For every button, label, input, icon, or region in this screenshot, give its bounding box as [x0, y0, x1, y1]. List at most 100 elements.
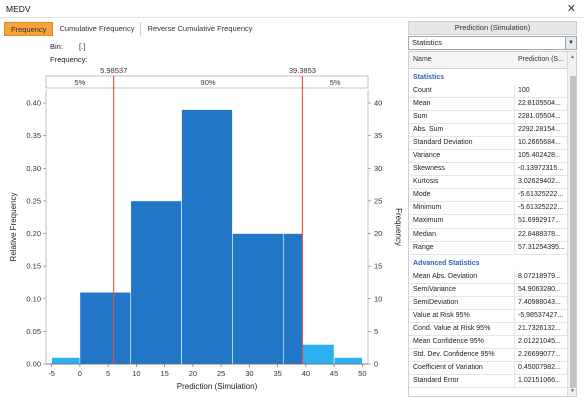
column-name[interactable]: Name — [413, 56, 432, 63]
table-row[interactable]: Standard Error 1.02151066... — [409, 374, 567, 389]
column-divider — [514, 215, 515, 228]
stat-value: 1.02151066... — [518, 376, 561, 384]
section-title: Advanced Statistics — [413, 259, 480, 267]
table-row[interactable]: Range 57.31254395... — [409, 241, 567, 255]
table-row[interactable]: Std. Dev. Confidence 95% 2.26699077... — [409, 348, 567, 362]
stat-name: Maximum — [413, 217, 444, 225]
marker-lines — [113, 76, 303, 364]
column-divider — [514, 374, 515, 388]
y-tick-label: 0.40 — [26, 99, 41, 108]
marker-value-right: 39.3853 — [289, 66, 316, 75]
column-divider — [514, 335, 515, 348]
grid-rows: Statistics Count 100 Mean 22.8105504... Sum 22… — [409, 69, 567, 389]
table-row[interactable]: SemiDeviation 7.40988043... — [409, 296, 567, 310]
column-divider — [514, 241, 515, 254]
stat-value: 8.07218979... — [518, 272, 561, 280]
scroll-down-icon[interactable]: ▼ — [570, 388, 575, 394]
stat-value: 3.02629402... — [518, 178, 561, 186]
stat-value: 51.6992917... — [518, 217, 561, 225]
stat-value: 7.40988043... — [518, 298, 561, 306]
tab-cumulative-frequency[interactable]: Cumulative Frequency — [53, 22, 142, 36]
stat-name: Kurtosis — [413, 178, 439, 186]
section-header: Advanced Statistics — [409, 255, 567, 271]
x-tick-label: -5 — [48, 369, 55, 378]
table-row[interactable]: Standard Deviation 10.2665684... — [409, 137, 567, 151]
table-row[interactable]: SemiVariance 54.9063280... — [409, 283, 567, 297]
stat-value: -5.61325222... — [518, 204, 564, 212]
x-tick-label: 20 — [189, 369, 197, 378]
x-tick-label: 10 — [132, 369, 140, 378]
histogram-bar — [79, 291, 115, 365]
stat-name: Coefficient of Variation — [413, 363, 483, 371]
column-divider — [514, 361, 515, 374]
column-divider — [514, 228, 515, 241]
stat-value: -0.13972315... — [518, 165, 564, 173]
stat-name: Std. Dev. Confidence 95% — [413, 350, 495, 358]
y-tick-label: 0.10 — [26, 294, 41, 303]
y-tick-label: 0.25 — [26, 196, 41, 205]
chart-tabs: Frequency Cumulative Frequency Reverse C… — [4, 22, 259, 36]
stat-name: Cond. Value at Risk 95% — [413, 324, 491, 332]
x-tick-label: 45 — [330, 369, 338, 378]
x-tick-label: 5 — [106, 369, 110, 378]
bin-row: Bin: [.] — [50, 42, 85, 51]
tab-reverse-cumulative-frequency[interactable]: Reverse Cumulative Frequency — [147, 24, 253, 33]
column-divider — [514, 150, 515, 163]
y-tick-label: 0.15 — [26, 262, 41, 271]
close-icon[interactable]: ✕ — [566, 3, 576, 15]
table-row[interactable]: Count 100 — [409, 85, 567, 99]
chevron-down-icon[interactable]: ▼ — [565, 37, 576, 49]
tab-frequency[interactable]: Frequency — [4, 22, 54, 36]
x-tick-label: 30 — [245, 369, 253, 378]
panel-header: Prediction (Simulation) — [408, 21, 577, 35]
stat-name: Minimum — [413, 204, 442, 212]
table-row[interactable]: Mean 22.8105504... — [409, 98, 567, 112]
table-row[interactable]: Mode -5.61325222... — [409, 189, 567, 203]
stat-name: Mean — [413, 100, 431, 108]
section-header: Statistics — [409, 69, 567, 85]
y2-tick-label: 20 — [374, 229, 382, 238]
table-row[interactable]: Cond. Value at Risk 95% 21.7326132... — [409, 322, 567, 336]
stat-value: -5.98537427... — [518, 311, 564, 319]
y-axis-title: Relative Frequency — [9, 193, 18, 262]
table-row[interactable]: Mean Abs. Deviation 8.07218979... — [409, 270, 567, 284]
table-row[interactable]: Variance 105.402428... — [409, 150, 567, 164]
section-title: Statistics — [413, 74, 445, 81]
scroll-thumb[interactable] — [570, 76, 576, 388]
stat-value: 100 — [518, 87, 530, 94]
column-divider — [514, 163, 515, 176]
statistics-select[interactable]: Statistics ▼ — [408, 36, 577, 50]
y2-tick-label: 35 — [374, 131, 382, 140]
table-row[interactable]: Median 22.8488378... — [409, 228, 567, 242]
histogram-bar — [113, 291, 132, 365]
table-row[interactable]: Mean Confidence 95% 2.01221045... — [409, 335, 567, 349]
bin-value[interactable]: [.] — [79, 42, 86, 51]
stat-name: Count — [413, 87, 432, 94]
histogram-bar — [130, 200, 182, 365]
grid-scrollbar[interactable]: ▲ ▼ — [567, 52, 576, 396]
frequency-label: Frequency: — [50, 55, 88, 64]
table-row[interactable]: Value at Risk 95% -5.98537427... — [409, 309, 567, 323]
table-row[interactable]: Coefficient of Variation 0.45007982... — [409, 361, 567, 375]
table-row[interactable]: Skewness -0.13972315... — [409, 163, 567, 177]
scroll-up-icon[interactable]: ▲ — [570, 54, 575, 60]
column-prediction[interactable]: Prediction (S... — [518, 56, 564, 63]
table-row[interactable]: Abs. Sum 2292.28154... — [409, 124, 567, 138]
x-tick-label: 0 — [78, 369, 82, 378]
y2-tick-label: 5 — [374, 327, 378, 336]
y2-tick-label: 25 — [374, 196, 382, 205]
stat-value: 22.8488378... — [518, 230, 561, 238]
stat-value: 2.26699077... — [518, 350, 561, 358]
table-row[interactable]: Kurtosis 3.02629402... — [409, 176, 567, 190]
table-row[interactable]: Sum 2281.05504... — [409, 111, 567, 125]
y-tick-label: 0.00 — [26, 360, 41, 369]
table-row[interactable]: Minimum -5.61325222... — [409, 202, 567, 216]
table-row[interactable]: Maximum 51.6992917... — [409, 215, 567, 229]
column-divider — [514, 309, 515, 322]
chart-axes: -5 0 5 10 15 20 25 30 35 40 45 500.000.050.100.150.… — [9, 90, 403, 391]
stat-value: -5.61325222... — [518, 191, 564, 199]
column-divider — [514, 111, 515, 124]
y2-axis-title: Frequency — [394, 208, 403, 246]
stat-value: 105.402428... — [518, 152, 561, 160]
y-tick-label: 0.20 — [26, 229, 41, 238]
